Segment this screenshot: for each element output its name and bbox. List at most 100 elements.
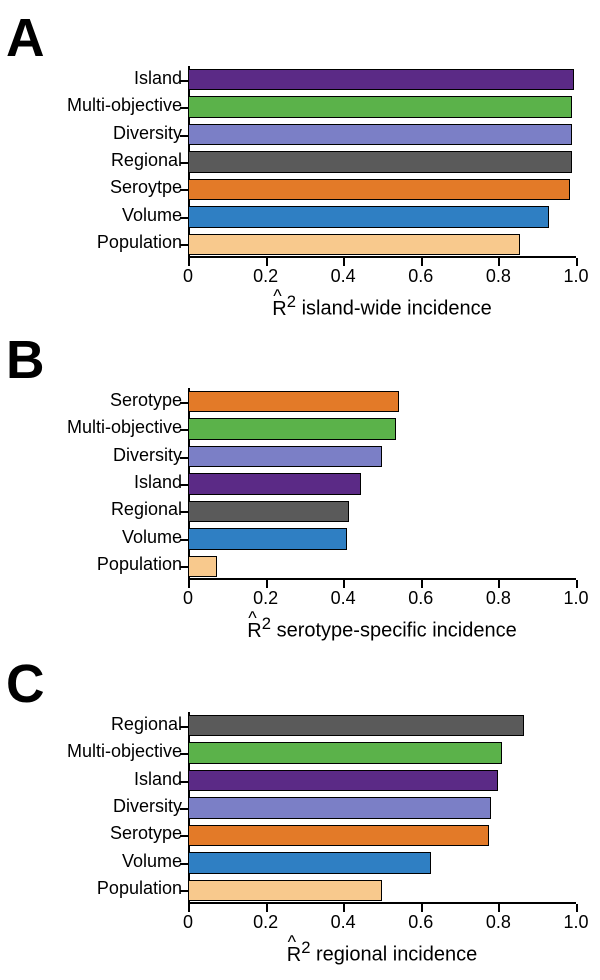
bar — [188, 69, 574, 90]
ytick-mark — [180, 753, 188, 755]
bar — [188, 206, 549, 227]
xtick-mark — [421, 904, 423, 912]
xtick-label: 0.2 — [253, 912, 278, 933]
bar — [188, 124, 572, 145]
bar — [188, 852, 431, 873]
xtick-mark — [421, 580, 423, 588]
bar — [188, 742, 502, 763]
ytick-label: Serotype — [110, 390, 182, 411]
bar — [188, 825, 489, 846]
x-axis-label: R2 regional incidence — [287, 938, 478, 967]
ytick-mark — [180, 511, 188, 513]
ytick-label: Island — [134, 68, 182, 89]
ytick-label: Regional — [111, 714, 182, 735]
panel-a: A Island Multi-objective Diversity Regional S… — [0, 8, 600, 328]
ytick-label: Population — [97, 554, 182, 575]
bar — [188, 96, 572, 117]
xtick-mark — [188, 904, 190, 912]
xtick-label: 0.6 — [408, 588, 433, 609]
ytick-label: Diversity — [113, 123, 182, 144]
xtick-mark — [188, 258, 190, 266]
xtick-mark — [421, 258, 423, 266]
xtick-label: 0.8 — [486, 266, 511, 287]
bar — [188, 528, 347, 549]
bar — [188, 446, 382, 467]
ytick-mark — [180, 808, 188, 810]
panel-b: B Serotype Multi-objective Diversity Island R… — [0, 330, 600, 650]
ytick-mark — [180, 539, 188, 541]
xtick-mark — [266, 904, 268, 912]
ytick-label: Regional — [111, 150, 182, 171]
xtick-label: 1.0 — [563, 266, 588, 287]
panel-c: CRegionalMulti-objectiveIslandDiversityS… — [0, 654, 600, 974]
ytick-mark — [180, 80, 188, 82]
ytick-label: Volume — [122, 527, 182, 548]
ytick-mark — [180, 107, 188, 109]
bar — [188, 234, 520, 255]
ytick-label: Multi-objective — [67, 95, 182, 116]
xtick-label: 0.4 — [331, 266, 356, 287]
ytick-label: Volume — [122, 851, 182, 872]
ytick-label: Seroytpe — [110, 177, 182, 198]
bar — [188, 556, 217, 577]
xtick-label: 0 — [183, 912, 193, 933]
xtick-mark — [343, 580, 345, 588]
bar — [188, 797, 491, 818]
ytick-label: Multi-objective — [67, 741, 182, 762]
xtick-mark — [266, 580, 268, 588]
bar — [188, 179, 570, 200]
ytick-label: Population — [97, 878, 182, 899]
bar — [188, 418, 396, 439]
xtick-mark — [343, 904, 345, 912]
ytick-label: Island — [134, 769, 182, 790]
ytick-mark — [180, 244, 188, 246]
x-axis-label: R2 island-wide incidence — [272, 292, 491, 321]
xtick-mark — [576, 258, 578, 266]
ytick-mark — [180, 162, 188, 164]
ytick-label: Diversity — [113, 445, 182, 466]
ytick-mark — [180, 890, 188, 892]
xtick-mark — [266, 258, 268, 266]
x-axis-label: R2 serotype-specific incidence — [247, 614, 516, 643]
ytick-mark — [180, 484, 188, 486]
ytick-mark — [180, 429, 188, 431]
xtick-label: 0.8 — [486, 912, 511, 933]
ytick-mark — [180, 835, 188, 837]
ytick-mark — [180, 217, 188, 219]
ytick-label: Island — [134, 472, 182, 493]
ytick-mark — [180, 781, 188, 783]
panel-letter: B — [6, 330, 45, 391]
xtick-mark — [576, 580, 578, 588]
ytick-mark — [180, 189, 188, 191]
figure-page: A Island Multi-objective Diversity Regional S… — [0, 0, 600, 980]
bar — [188, 151, 572, 172]
xtick-mark — [498, 258, 500, 266]
xtick-mark — [343, 258, 345, 266]
ytick-mark — [180, 135, 188, 137]
ytick-mark — [180, 402, 188, 404]
xtick-label: 0.8 — [486, 588, 511, 609]
xtick-label: 0.4 — [331, 912, 356, 933]
panel-letter: A — [6, 8, 45, 69]
ytick-mark — [180, 566, 188, 568]
ytick-mark — [180, 457, 188, 459]
ytick-label: Regional — [111, 499, 182, 520]
bar — [188, 770, 498, 791]
ytick-mark — [180, 863, 188, 865]
bar — [188, 501, 349, 522]
ytick-label: Serotype — [110, 823, 182, 844]
bar — [188, 880, 382, 901]
xtick-mark — [498, 904, 500, 912]
xtick-label: 0 — [183, 266, 193, 287]
xtick-label: 1.0 — [563, 588, 588, 609]
bar — [188, 391, 399, 412]
xtick-label: 0.6 — [408, 266, 433, 287]
xtick-mark — [576, 904, 578, 912]
xtick-label: 0.2 — [253, 588, 278, 609]
ytick-label: Volume — [122, 205, 182, 226]
ytick-label: Multi-objective — [67, 417, 182, 438]
xtick-label: 1.0 — [563, 912, 588, 933]
ytick-label: Population — [97, 232, 182, 253]
xtick-label: 0.4 — [331, 588, 356, 609]
xtick-mark — [188, 580, 190, 588]
